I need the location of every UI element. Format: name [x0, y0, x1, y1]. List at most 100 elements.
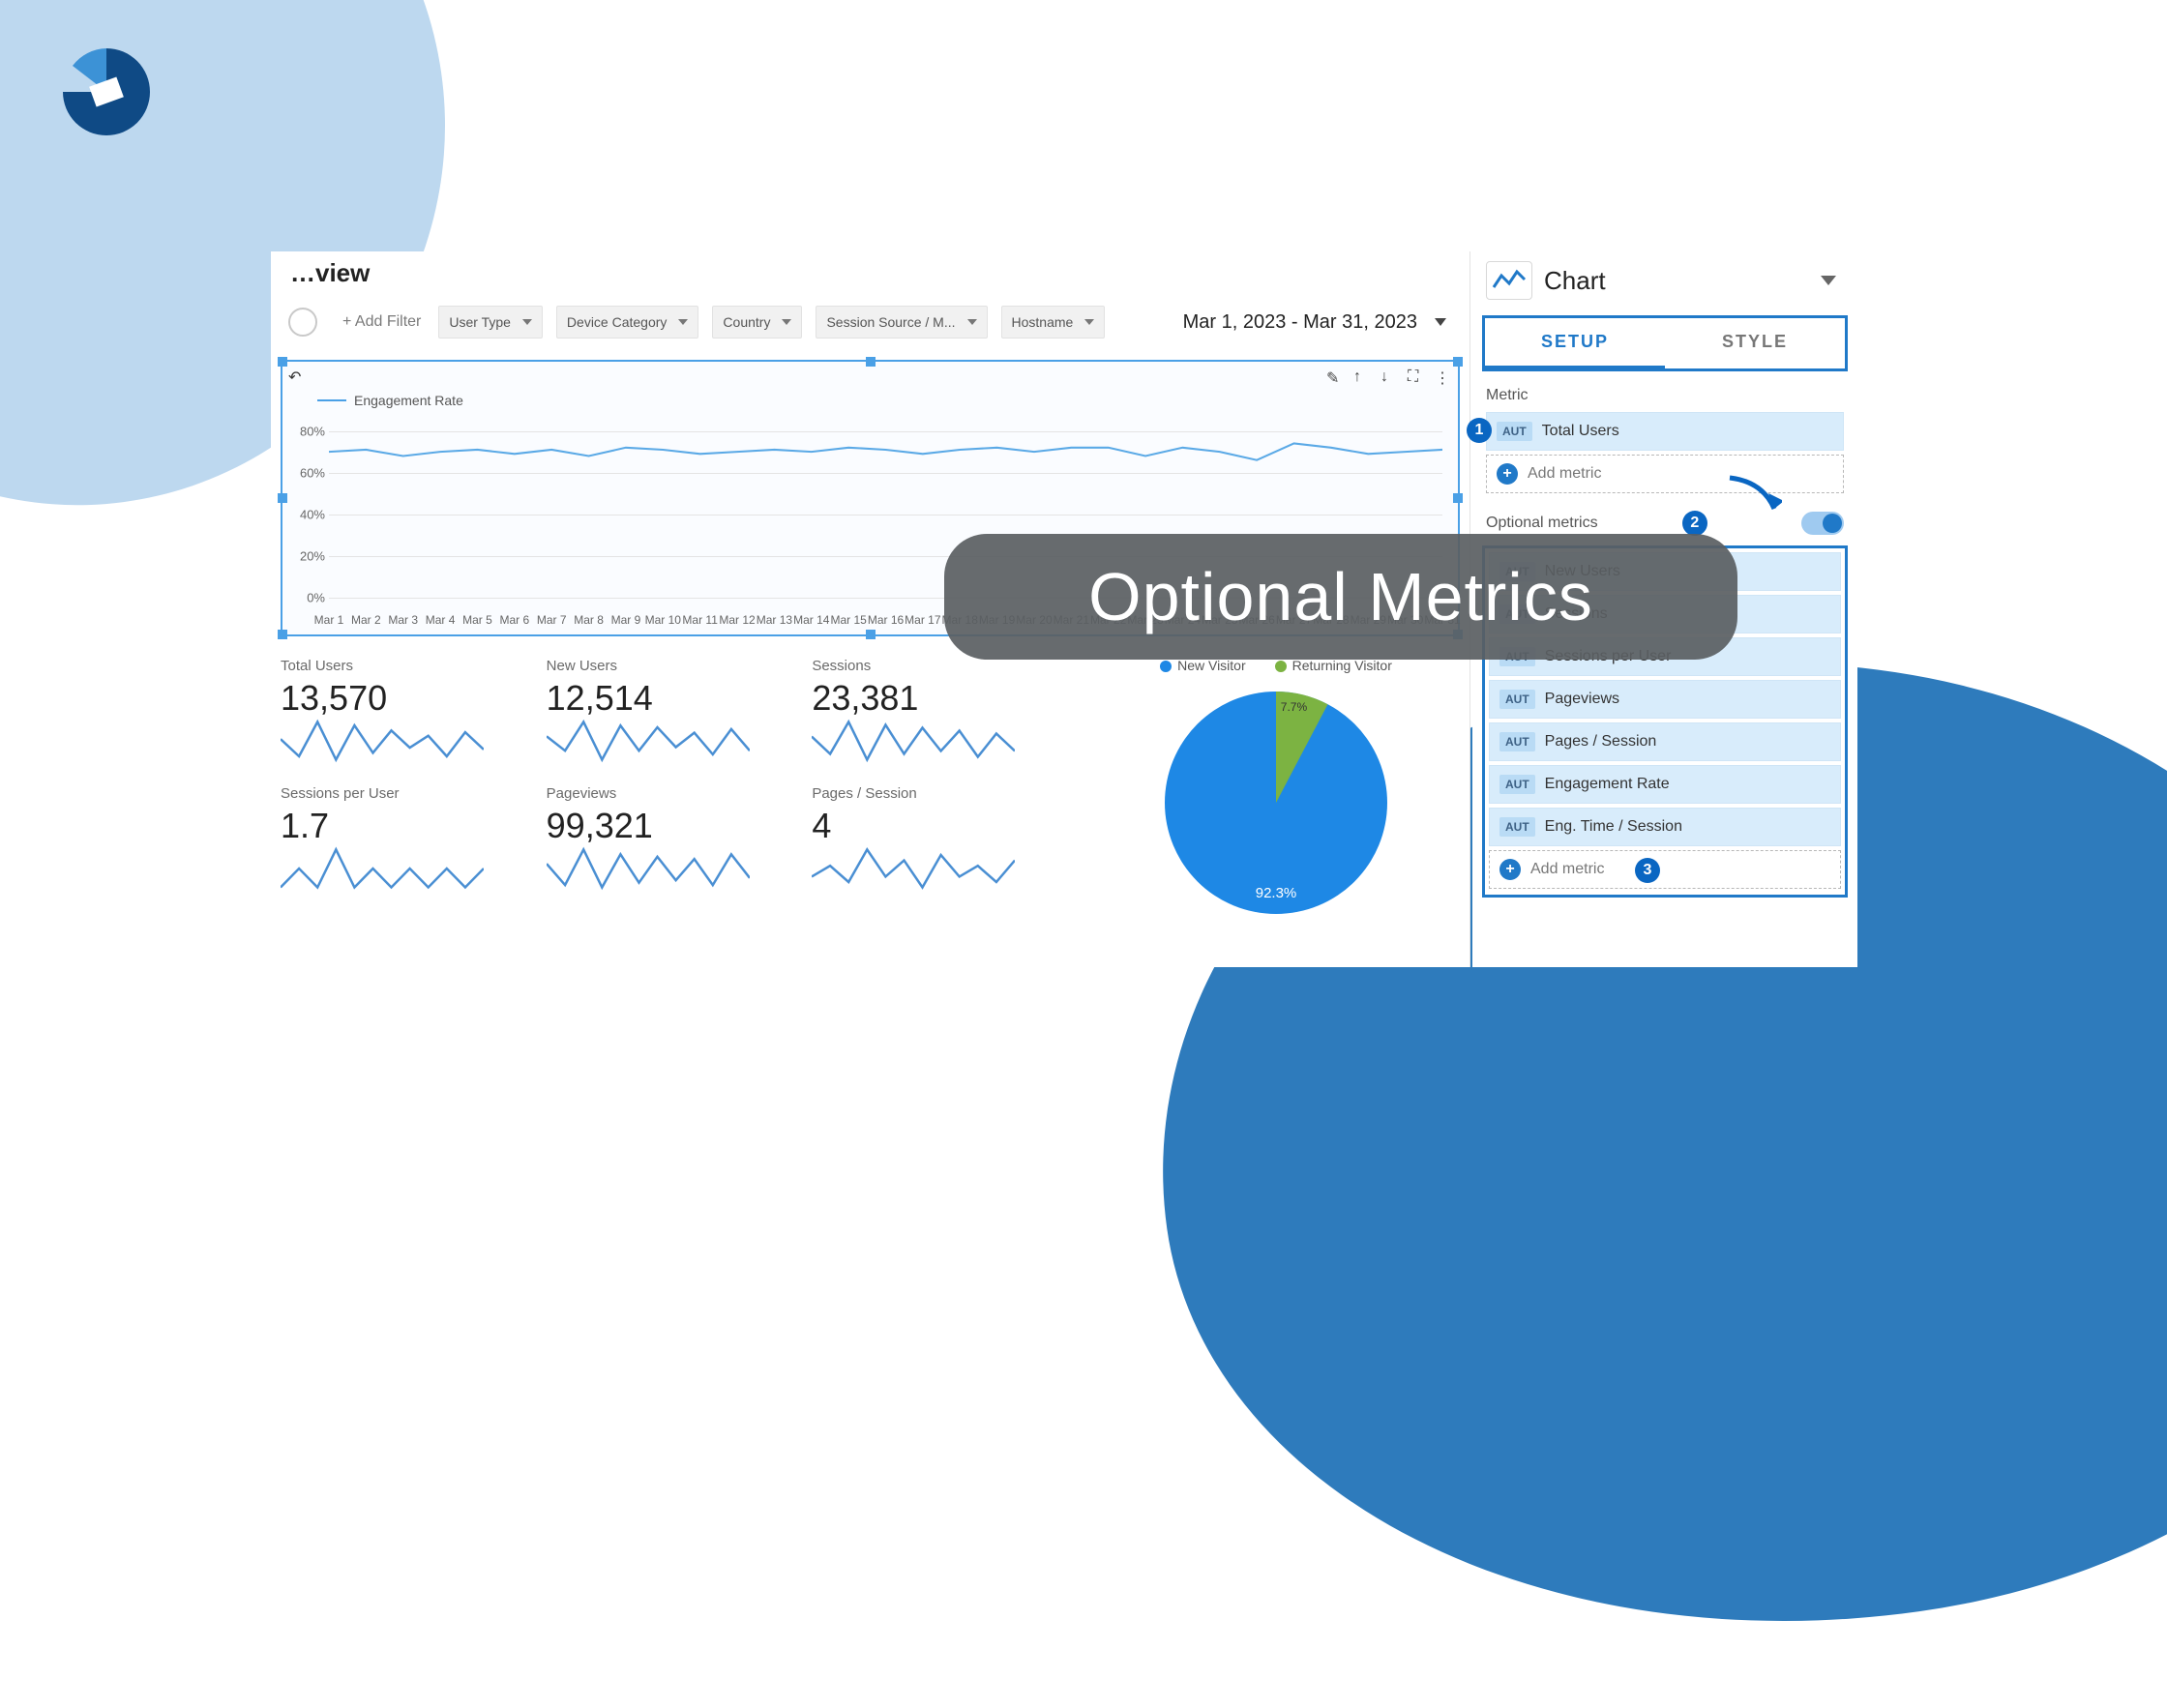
- x-axis-tick: Mar 13: [757, 613, 792, 627]
- section-label-metric: Metric: [1472, 381, 1857, 412]
- x-axis-tick: Mar 10: [645, 613, 681, 627]
- optional-metric-item[interactable]: AUTPages / Session: [1489, 722, 1841, 761]
- filter-chip[interactable]: Hostname: [1001, 306, 1106, 339]
- add-optional-metric-button[interactable]: + Add metric 3: [1489, 850, 1841, 889]
- expand-icon[interactable]: ⛶: [1408, 368, 1425, 386]
- x-axis-tick: Mar 8: [574, 613, 604, 627]
- page-title: …view: [290, 251, 1450, 294]
- kpi-label: Pages / Session: [812, 785, 1064, 802]
- kpi-card: Pageviews 99,321: [547, 785, 799, 896]
- section-label-optional: Optional metrics: [1486, 515, 1598, 532]
- pie-legend-returning: Returning Visitor: [1275, 658, 1392, 673]
- pie-chart-card: New Visitor Returning Visitor 92.3% 7.7%: [1112, 658, 1440, 919]
- kpi-sparkline: [547, 846, 750, 891]
- x-axis-tick: Mar 14: [793, 613, 829, 627]
- kpi-card: New Users 12,514: [547, 658, 799, 768]
- kpi-card: Sessions per User 1.7: [281, 785, 533, 896]
- y-axis-tick: 0%: [290, 591, 325, 605]
- x-axis-tick: Mar 7: [537, 613, 567, 627]
- kpi-label: Sessions: [812, 658, 1064, 674]
- x-axis-tick: Mar 2: [351, 613, 381, 627]
- pie-label-returning: 7.7%: [1281, 700, 1307, 714]
- filter-toggle-circle[interactable]: [288, 308, 317, 337]
- kpi-sparkline: [812, 719, 1015, 763]
- filter-chip[interactable]: Session Source / M...: [816, 306, 987, 339]
- kpi-sparkline: [547, 719, 750, 763]
- y-axis-tick: 60%: [290, 465, 325, 480]
- aut-tag: AUT: [1499, 690, 1535, 709]
- step-badge-3: 3: [1635, 858, 1660, 883]
- panel-tabs: SETUP STYLE: [1482, 315, 1848, 371]
- step-badge-1: 1: [1467, 418, 1492, 443]
- aut-tag: AUT: [1499, 775, 1535, 794]
- kpi-value: 13,570: [281, 678, 533, 719]
- kpi-sparkline: [812, 846, 1015, 891]
- kpi-value: 12,514: [547, 678, 799, 719]
- arrow-down-icon[interactable]: ↓: [1380, 368, 1398, 386]
- filter-chip[interactable]: Device Category: [556, 306, 699, 339]
- date-range-text: Mar 1, 2023 - Mar 31, 2023: [1183, 311, 1417, 334]
- chevron-down-icon: [967, 319, 977, 325]
- kpi-value: 23,381: [812, 678, 1064, 719]
- x-axis-tick: Mar 4: [426, 613, 456, 627]
- date-range-picker[interactable]: Mar 1, 2023 - Mar 31, 2023: [1183, 311, 1460, 334]
- x-axis-tick: Mar 6: [499, 613, 529, 627]
- kpi-card: Pages / Session 4: [812, 785, 1064, 896]
- kpi-sparkline: [281, 719, 484, 763]
- arrow-up-icon[interactable]: ↑: [1353, 368, 1371, 386]
- tab-style[interactable]: STYLE: [1665, 318, 1845, 368]
- callout-overlay: Optional Metrics: [944, 534, 1737, 660]
- x-axis-tick: Mar 3: [388, 613, 418, 627]
- undo-icon[interactable]: ↶: [288, 368, 301, 387]
- chevron-down-icon[interactable]: [1821, 276, 1836, 285]
- kpi-grid: Total Users 13,570 New Users 12,514 Sess…: [281, 658, 1064, 896]
- kpi-label: New Users: [547, 658, 799, 674]
- x-axis-tick: Mar 17: [905, 613, 940, 627]
- kpi-label: Pageviews: [547, 785, 799, 802]
- filter-bar: + Add Filter User Type Device Category Cou…: [281, 300, 1460, 344]
- pie-legend-new: New Visitor: [1160, 658, 1246, 673]
- x-axis-tick: Mar 11: [682, 613, 717, 627]
- kpi-card: Sessions 23,381: [812, 658, 1064, 768]
- optional-metric-item[interactable]: AUTEngagement Rate: [1489, 765, 1841, 804]
- x-axis-tick: Mar 9: [611, 613, 641, 627]
- optional-metric-item[interactable]: AUTPageviews: [1489, 680, 1841, 719]
- panel-title: Chart: [1544, 266, 1606, 296]
- x-axis-tick: Mar 5: [462, 613, 492, 627]
- chevron-down-icon: [782, 319, 791, 325]
- annotation-arrow-icon: [1724, 472, 1782, 520]
- kpi-value: 1.7: [281, 806, 533, 846]
- optional-metric-item[interactable]: AUTEng. Time / Session: [1489, 808, 1841, 846]
- kpi-label: Sessions per User: [281, 785, 533, 802]
- x-axis-tick: Mar 12: [719, 613, 755, 627]
- y-axis-tick: 80%: [290, 424, 325, 438]
- kpi-value: 4: [812, 806, 1064, 846]
- x-axis-tick: Mar 1: [314, 613, 344, 627]
- visitor-pie-chart: 92.3% 7.7%: [1160, 687, 1392, 919]
- aut-tag: AUT: [1499, 817, 1535, 837]
- aut-tag: AUT: [1499, 732, 1535, 751]
- x-axis-tick: Mar 16: [868, 613, 904, 627]
- pie-label-new: 92.3%: [1256, 885, 1297, 901]
- tab-setup[interactable]: SETUP: [1485, 318, 1665, 368]
- optional-metrics-toggle[interactable]: [1801, 512, 1844, 535]
- kpi-card: Total Users 13,570: [281, 658, 533, 768]
- metric-primary[interactable]: AUT Total Users: [1486, 412, 1844, 451]
- aut-tag: AUT: [1497, 422, 1532, 441]
- step-badge-2: 2: [1682, 511, 1707, 536]
- brand-logo: [53, 39, 160, 145]
- chart-type-badge[interactable]: [1486, 261, 1532, 300]
- kpi-sparkline: [281, 846, 484, 891]
- pencil-icon[interactable]: ✎: [1326, 368, 1344, 386]
- add-filter-button[interactable]: + Add Filter: [342, 313, 421, 331]
- kpi-label: Total Users: [281, 658, 533, 674]
- x-axis-tick: Mar 15: [830, 613, 866, 627]
- filter-chip[interactable]: Country: [712, 306, 802, 339]
- y-axis-tick: 20%: [290, 548, 325, 563]
- chevron-down-icon: [678, 319, 688, 325]
- filter-chip[interactable]: User Type: [438, 306, 543, 339]
- engagement-chart-legend: Engagement Rate: [317, 393, 463, 408]
- add-metric-button[interactable]: + Add metric: [1486, 455, 1844, 493]
- more-vert-icon[interactable]: ⋮: [1435, 368, 1452, 386]
- plus-icon: +: [1499, 859, 1521, 880]
